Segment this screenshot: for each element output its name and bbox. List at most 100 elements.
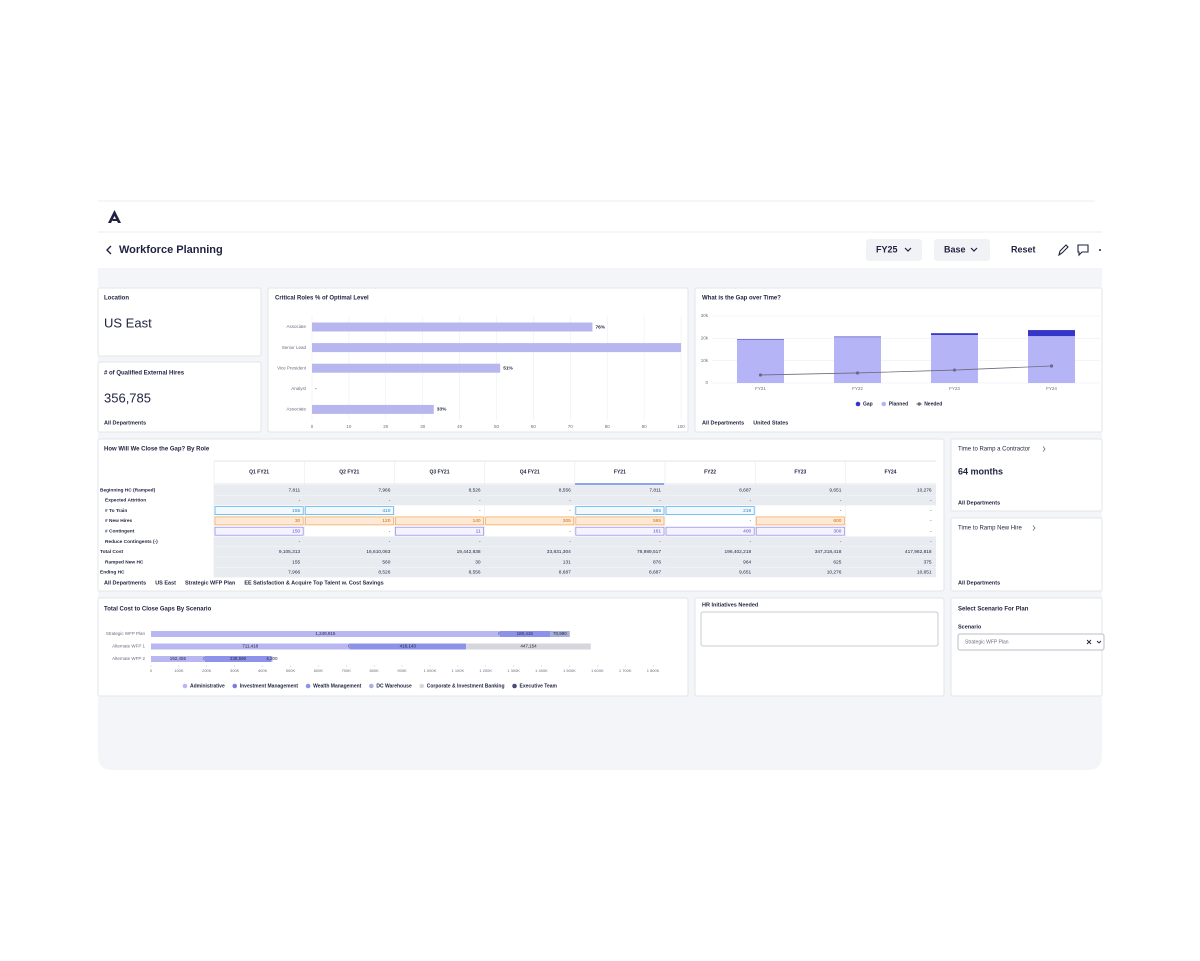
editable-cell[interactable]	[214, 506, 304, 515]
table-cell: -	[840, 509, 842, 514]
y-tick-label: 20k	[701, 336, 709, 341]
table-cell: -	[479, 499, 481, 504]
data-label: 1,249,915	[315, 631, 336, 636]
dropdown-chevron	[904, 247, 912, 252]
legend-swatch	[855, 401, 861, 407]
table-cell[interactable]: 120	[382, 518, 390, 524]
reset-button[interactable]: Reset	[1011, 244, 1036, 254]
table-cell: 8,556	[559, 487, 571, 493]
bar-segment	[931, 333, 978, 335]
legend-label: Executive Team	[520, 683, 558, 689]
table-cell[interactable]: 140	[473, 518, 481, 524]
table-cell: 375	[924, 559, 932, 565]
x-tick-label: 1 600K	[591, 668, 604, 673]
back-button[interactable]	[106, 245, 112, 255]
bar	[312, 322, 593, 332]
table-cell: -	[389, 499, 391, 504]
column-header: Q4 FY21	[520, 469, 540, 475]
data-label: 70,980	[553, 631, 567, 636]
data-label: 447,154	[520, 644, 537, 649]
table-cell: 8,526	[378, 570, 390, 576]
column-header: Q3 FY21	[429, 469, 449, 475]
x-tick-label: 60	[531, 424, 537, 429]
data-label: 76%	[595, 324, 605, 330]
editable-cell[interactable]	[214, 526, 304, 536]
table-cell[interactable]: 400	[743, 528, 751, 534]
table-cell: -	[930, 519, 932, 524]
table-cell: -	[930, 529, 932, 534]
edit-icon[interactable]	[1058, 244, 1069, 257]
x-tick-label: 700K	[342, 668, 352, 673]
clear-icon[interactable]	[1086, 639, 1092, 645]
table-cell: -	[299, 540, 301, 545]
more-icon[interactable]	[1099, 249, 1101, 251]
editable-cell[interactable]	[395, 526, 484, 536]
table-cell: -	[389, 529, 391, 534]
table-cell: 30	[475, 559, 481, 565]
table-cell: -	[930, 499, 932, 504]
editable-cell[interactable]	[395, 516, 484, 526]
filter-tag: All Departments	[702, 420, 744, 426]
x-tick-label: FY24	[1046, 386, 1057, 391]
editable-cell[interactable]	[665, 506, 755, 515]
x-tick-label: 300K	[230, 668, 240, 673]
row-label: # Contingent	[105, 528, 135, 534]
table-cell[interactable]: 305	[563, 518, 571, 524]
editable-cell[interactable]	[755, 516, 845, 526]
editable-cell[interactable]	[755, 526, 845, 536]
table-cell[interactable]: 11	[476, 528, 481, 534]
fiscal-year-dropdown[interactable]	[866, 239, 922, 261]
table-cell: 33,831,304	[547, 549, 571, 555]
legend-label: Gap	[863, 401, 873, 407]
y-tick-label: 30k	[701, 313, 709, 318]
hr-input[interactable]	[700, 611, 939, 647]
scenario-select[interactable]	[957, 633, 1105, 651]
column-header: FY22	[704, 469, 716, 475]
bar-segment	[737, 339, 784, 340]
x-tick-label: 80	[605, 424, 611, 429]
table-cell: 7,966	[288, 570, 300, 576]
x-tick-label: FY21	[755, 386, 766, 391]
table-cell[interactable]: 150	[292, 528, 300, 534]
table-cell[interactable]: 565	[653, 508, 661, 514]
table-cell: 9,105,313	[279, 549, 301, 555]
legend-swatch	[512, 683, 517, 689]
editable-cell[interactable]	[575, 516, 665, 526]
data-label: 418,143	[400, 644, 417, 649]
table-cell[interactable]: 155	[292, 508, 300, 514]
column-header: FY24	[885, 469, 897, 475]
info-chevron[interactable]	[1042, 446, 1046, 452]
editable-cell[interactable]	[304, 516, 394, 526]
table-cell[interactable]: 30	[295, 518, 301, 524]
x-tick-label: 900K	[397, 668, 407, 673]
table-cell[interactable]: 161	[653, 528, 661, 534]
table-cell[interactable]: 410	[382, 508, 390, 514]
data-label: 192,455	[170, 656, 187, 661]
table-cell: -	[569, 509, 571, 514]
x-tick-label: 100K	[174, 668, 184, 673]
legend-label: Planned	[889, 401, 908, 407]
scenario-dropdown[interactable]	[934, 239, 990, 261]
x-tick-label: 0	[150, 668, 153, 673]
editable-cell[interactable]	[304, 506, 394, 515]
table-cell: 196,402,218	[725, 549, 752, 555]
table-cell: -	[930, 509, 932, 514]
table-cell[interactable]: 219	[743, 508, 751, 514]
table-cell[interactable]: 600	[833, 518, 841, 524]
editable-cell[interactable]	[665, 526, 755, 536]
comment-icon[interactable]	[1077, 244, 1089, 257]
editable-cell[interactable]	[485, 516, 575, 526]
bar-segment	[271, 656, 273, 662]
select-chevron[interactable]	[1096, 640, 1102, 644]
editable-cell[interactable]	[575, 506, 665, 515]
editable-cell[interactable]	[575, 526, 665, 536]
table-cell: -	[569, 540, 571, 545]
x-tick-label: FY23	[949, 386, 960, 391]
bar-segment	[1028, 330, 1075, 337]
info-chevron[interactable]	[1032, 525, 1036, 531]
table-cell: -	[750, 499, 752, 504]
editable-cell[interactable]	[214, 516, 304, 526]
table-cell[interactable]: 595	[653, 518, 661, 524]
table-cell[interactable]: 300	[833, 528, 841, 534]
